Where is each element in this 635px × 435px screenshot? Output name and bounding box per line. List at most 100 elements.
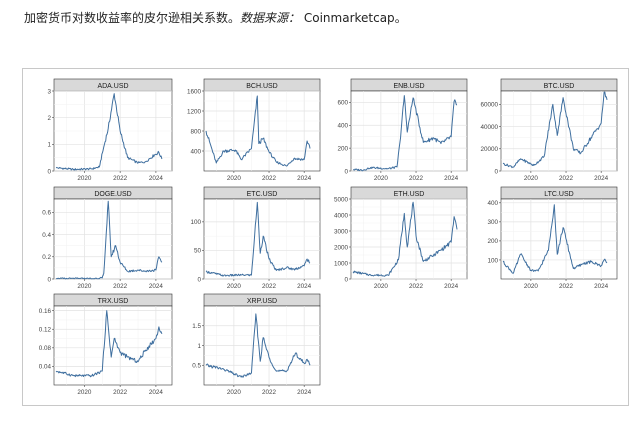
series-line (502, 204, 608, 274)
y-tick-label: 1200 (187, 108, 202, 115)
x-tick-label: 2020 (524, 175, 539, 182)
panel-background (53, 198, 173, 280)
y-tick-label: 3000 (334, 228, 349, 235)
y-tick-label: 0.5 (192, 363, 201, 370)
series-line (56, 200, 163, 280)
y-tick-label: 0.2 (42, 254, 51, 261)
series-line (205, 313, 311, 378)
x-tick-label: 2024 (594, 175, 609, 182)
y-tick-label: 200 (487, 238, 498, 245)
x-tick-label: 2024 (594, 283, 609, 290)
y-tick-label: 1600 (187, 88, 202, 95)
x-tick-label: 2022 (409, 283, 424, 290)
y-tick-label: 5000 (334, 196, 349, 203)
series-line (205, 201, 311, 277)
facet-title: DOGE.USD (94, 191, 131, 198)
y-tick-label: 0 (197, 276, 201, 283)
y-tick-label: 0.16 (39, 308, 52, 315)
caption-end: 。 (394, 11, 407, 25)
facet-trx-usd: TRX.USD 0.04 0.08 0.12 0.16 2020 2022 2024 (39, 293, 173, 396)
x-tick-label: 2020 (227, 175, 242, 182)
caption-source: Coinmarketcap (303, 11, 395, 25)
facet-ada-usd: ADA.USD 0 1 2 3 2020 2022 2024 (47, 78, 173, 182)
x-tick-label: 2022 (559, 283, 574, 290)
facet-title: TRX.USD (98, 298, 129, 305)
facet-title: ENB.USD (393, 83, 424, 90)
facet-ltc-usd: LTC.USD 100 200 300 400 2020 2022 2024 (487, 186, 618, 290)
facet-title: BTC.USD (544, 83, 575, 90)
facet-title: BCH.USD (246, 83, 278, 90)
x-tick-label: 2024 (297, 283, 312, 290)
y-tick-label: 200 (337, 145, 348, 152)
x-tick-label: 2022 (113, 389, 128, 396)
x-tick-label: 2022 (113, 283, 128, 290)
y-tick-label: 0 (494, 168, 498, 175)
figure-caption: 加密货币对数收益率的皮尔逊相关系数。数据来源： Coinmarketcap。 (24, 9, 407, 26)
y-tick-label: 4000 (334, 212, 349, 219)
y-tick-label: 2000 (334, 244, 349, 251)
x-tick-label: 2020 (77, 175, 92, 182)
x-tick-label: 2022 (262, 283, 277, 290)
x-tick-label: 2022 (262, 175, 277, 182)
panel-background (500, 90, 618, 172)
x-tick-label: 2020 (77, 389, 92, 396)
facet-btc-usd: BTC.USD 0 20000 40000 60000 2020 2022 2024 (480, 78, 618, 182)
y-tick-label: 0 (47, 168, 51, 175)
y-tick-label: 60000 (480, 102, 498, 109)
y-tick-label: 1 (47, 142, 51, 149)
y-tick-label: 600 (337, 100, 348, 107)
facet-xrp-usd: XRP.USD 0.5 1 1.5 2020 2022 2024 (192, 293, 321, 396)
facet-bch-usd: BCH.USD 400 800 1200 1600 2020 2022 2024 (187, 78, 321, 182)
y-tick-label: 100 (487, 257, 498, 264)
x-tick-label: 2020 (524, 283, 539, 290)
x-tick-label: 2022 (409, 175, 424, 182)
y-tick-label: 0.6 (42, 210, 51, 217)
facet-eth-usd: ETH.USD 0 1000 2000 3000 4000 5000 2020 2022 2024 (334, 186, 468, 290)
y-tick-label: 20000 (480, 146, 498, 153)
x-tick-label: 2024 (149, 283, 164, 290)
facet-etc-usd: ETC.USD 0 50 100 2020 2022 2024 (190, 186, 321, 290)
x-tick-label: 2020 (374, 175, 389, 182)
facet-doge-usd: DOGE.USD 0 0.2 0.4 0.6 2020 2022 2024 (42, 186, 173, 290)
x-tick-label: 2024 (297, 175, 312, 182)
y-tick-label: 0.08 (39, 345, 52, 352)
x-tick-label: 2024 (297, 389, 312, 396)
facet-title: LTC.USD (544, 191, 573, 198)
x-tick-label: 2020 (227, 283, 242, 290)
panel-background (350, 90, 468, 172)
x-tick-label: 2020 (374, 283, 389, 290)
x-tick-label: 2020 (227, 389, 242, 396)
y-tick-label: 3 (47, 88, 51, 95)
x-tick-label: 2022 (113, 175, 128, 182)
y-tick-label: 0.04 (39, 364, 52, 371)
x-tick-label: 2024 (149, 175, 164, 182)
y-tick-label: 40000 (480, 124, 498, 131)
y-tick-label: 800 (190, 128, 201, 135)
facet-enb-usd: ENB.USD 0 200 400 600 2020 2022 2024 (337, 78, 468, 182)
series-line (352, 95, 458, 172)
series-line (55, 310, 163, 378)
facet-title: ADA.USD (97, 83, 128, 90)
x-tick-label: 2024 (149, 389, 164, 396)
facet-title: XRP.USD (247, 298, 277, 305)
y-tick-label: 0 (47, 276, 51, 283)
x-tick-label: 2024 (444, 175, 459, 182)
y-tick-label: 400 (337, 123, 348, 130)
series-line (55, 93, 163, 171)
x-tick-label: 2020 (77, 283, 92, 290)
series-line (352, 201, 458, 277)
y-tick-label: 50 (194, 248, 202, 255)
y-tick-label: 0 (344, 168, 348, 175)
x-tick-label: 2022 (559, 175, 574, 182)
caption-main: 加密货币对数收益率的皮尔逊相关系数。 (24, 11, 241, 25)
y-tick-label: 0 (344, 276, 348, 283)
y-tick-label: 400 (190, 148, 201, 155)
x-tick-label: 2024 (444, 283, 459, 290)
series-line (502, 91, 608, 169)
y-tick-label: 400 (487, 200, 498, 207)
y-tick-label: 2 (47, 115, 51, 122)
facet-title: ETC.USD (247, 191, 278, 198)
y-tick-label: 1000 (334, 260, 349, 267)
panel-background (203, 198, 321, 280)
series-line (205, 95, 311, 167)
